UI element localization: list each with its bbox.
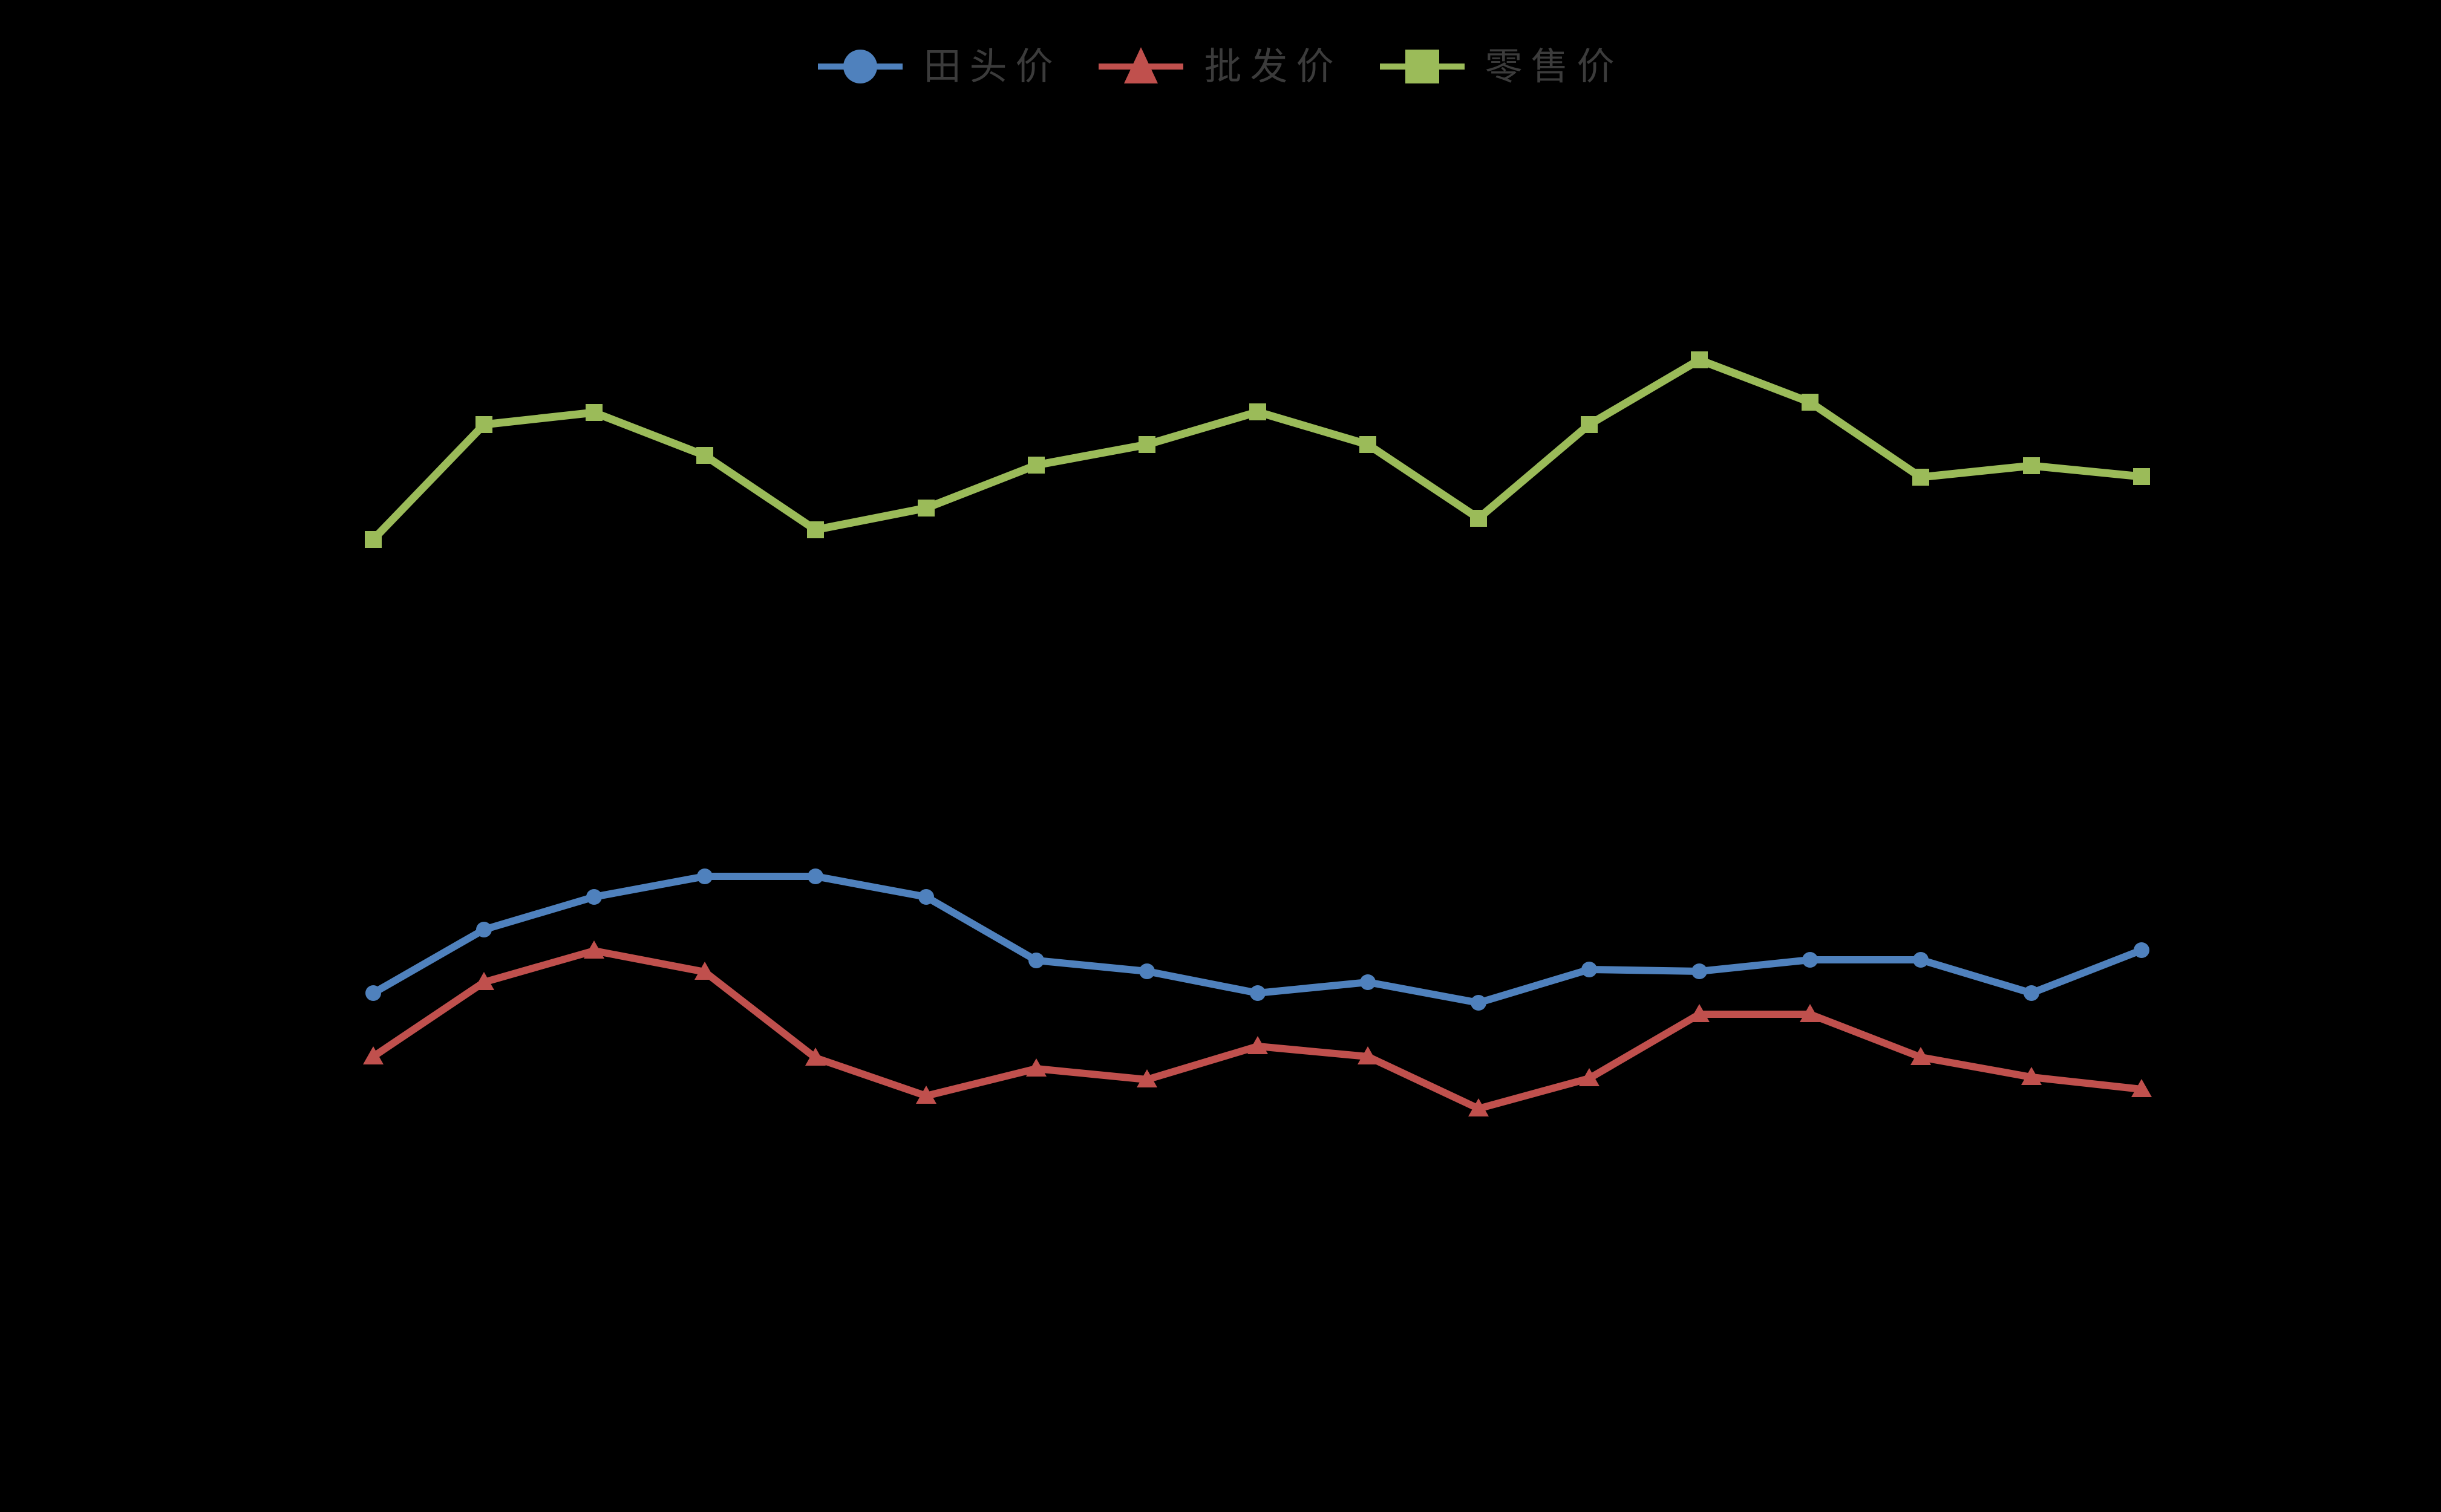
chart-legend: 田头价 批发价 零售价 [0,24,2441,109]
data-point-marker [1026,1058,1047,1077]
data-point-marker [474,972,494,990]
series-line [371,947,2142,1113]
data-point-marker [1579,1068,1600,1086]
data-point-marker [1689,1004,1710,1022]
series-批发价 [363,940,2152,1116]
data-point-marker [586,889,602,905]
data-point-marker [808,868,823,884]
data-point-marker [365,985,381,1001]
data-point-marker [1913,952,1929,968]
data-point-marker [475,416,492,433]
data-point-marker [1691,351,1708,368]
data-point-marker [1250,985,1266,1001]
data-point-marker [918,500,935,516]
data-point-marker [1028,457,1045,474]
series-line [370,355,2142,543]
data-point-marker [1358,1046,1378,1064]
data-point-marker [584,940,604,959]
data-point-marker [1247,1036,1268,1054]
data-point-marker [918,889,934,905]
wholesale-line-triangle-icon [1099,47,1184,83]
data-point-marker [1028,953,1044,968]
series-田头价 [365,868,2149,1011]
legend-item-retail-price: 零售价 [1379,30,1623,103]
data-point-marker [1137,1069,1157,1087]
data-point-marker [586,404,603,421]
legend-label-retail: 零售价 [1485,44,1623,88]
data-point-marker [805,1048,826,1066]
data-point-marker [697,868,713,884]
data-point-marker [1139,963,1155,979]
data-point-marker [2023,457,2040,474]
farmgate-line-circle-icon [818,50,903,83]
data-point-marker [1581,962,1597,977]
data-point-marker [1910,1047,1931,1065]
data-point-marker [696,447,713,464]
retail-line-square-icon [1379,50,1465,83]
data-point-marker [2021,1067,2042,1085]
data-point-marker [363,1046,384,1064]
series-零售价 [365,351,2150,548]
data-point-marker [2133,468,2150,485]
data-point-marker [1800,1004,1820,1022]
legend-label-wholesale: 批发价 [1204,44,1342,88]
data-point-marker [2134,942,2149,958]
data-point-marker [1360,974,1376,990]
data-point-marker [1471,995,1486,1011]
series-line [371,873,2143,1007]
data-point-marker [1468,1098,1489,1116]
data-point-marker [694,962,715,980]
legend-label-farmgate: 田头价 [923,44,1062,88]
data-point-marker [476,922,492,937]
data-point-marker [1359,436,1376,453]
data-point-marker [2024,985,2039,1001]
data-point-marker [1691,963,1707,979]
data-point-marker [1802,394,1818,411]
data-point-marker [1139,436,1155,453]
data-point-marker [1470,510,1487,527]
data-point-marker [1581,416,1598,433]
legend-item-farmgate-price: 田头价 [818,30,1061,103]
data-point-marker [916,1086,936,1104]
data-point-marker [807,521,824,538]
legend-item-wholesale-price: 批发价 [1099,30,1342,103]
data-point-marker [2131,1079,2152,1097]
data-point-marker [1802,952,1818,968]
data-point-marker [1249,403,1266,420]
data-point-marker [1912,469,1929,486]
data-point-marker [365,531,382,548]
